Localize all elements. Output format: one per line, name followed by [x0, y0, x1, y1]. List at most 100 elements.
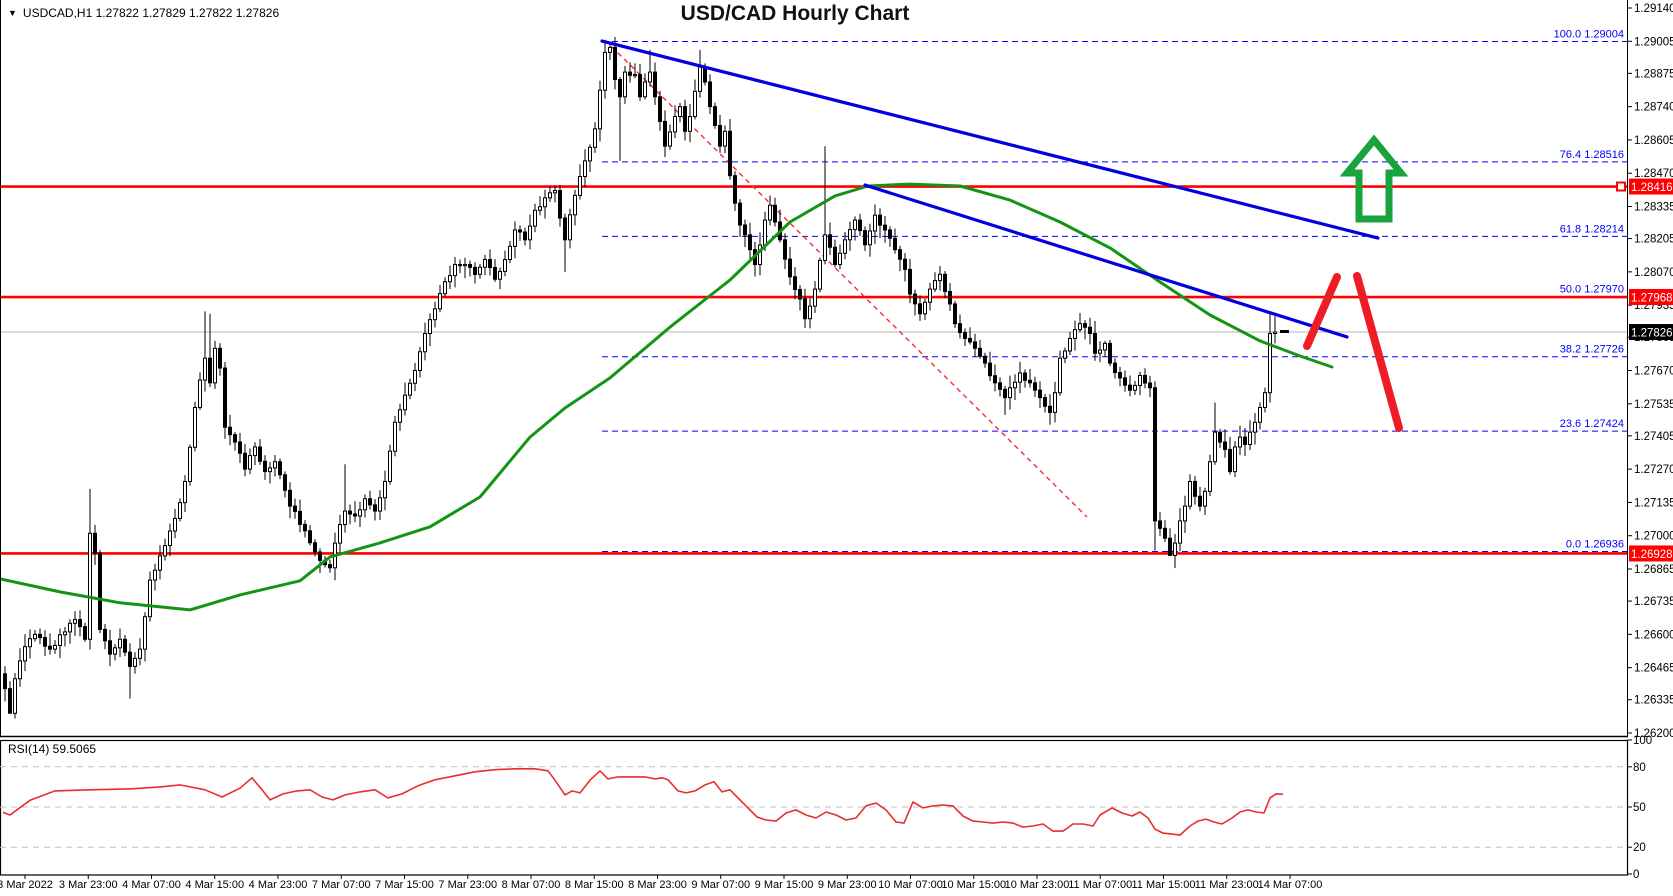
up-arrow-annotation[interactable]	[1339, 134, 1409, 223]
candle-bearish	[218, 347, 222, 369]
rsi-indicator-label: RSI(14) 59.5065	[8, 742, 97, 756]
candle-bullish	[53, 644, 57, 650]
candle-bearish	[958, 323, 962, 334]
candle-bearish	[713, 106, 717, 126]
candle-bullish	[1073, 329, 1077, 339]
candle-bearish	[993, 375, 997, 384]
candle-bullish	[933, 280, 937, 290]
candle-bullish	[33, 633, 37, 640]
candle-bullish	[1098, 349, 1102, 354]
candle-bullish	[598, 89, 602, 130]
candle-bullish	[393, 421, 397, 452]
candle-bearish	[638, 74, 642, 98]
candle-bullish	[1173, 542, 1177, 556]
symbol-ohlc-text: USDCAD,H1 1.27822 1.27829 1.27822 1.2782…	[22, 6, 280, 20]
candle-bearish	[128, 651, 132, 667]
moving-average-line[interactable]	[0, 182, 1334, 612]
candle-bullish	[428, 319, 432, 335]
candle-bullish	[213, 347, 217, 384]
candle-bearish	[1148, 382, 1152, 389]
candle-bearish	[663, 120, 667, 147]
candle-bearish	[1198, 495, 1202, 507]
candle-bearish	[243, 452, 247, 470]
red-drawn-stroke[interactable]	[1353, 272, 1403, 432]
candle-bearish	[263, 460, 267, 473]
candle-bearish	[223, 367, 227, 428]
candle-bullish	[1103, 342, 1107, 351]
candle-bullish	[528, 225, 532, 241]
candle-bullish	[1133, 384, 1137, 391]
candle-bullish	[583, 160, 587, 177]
candle-bullish	[28, 638, 32, 648]
candle-bullish	[423, 333, 427, 353]
candle-bearish	[898, 249, 902, 260]
fib-level-label: 100.0 1.29004	[1554, 29, 1624, 41]
candle-bullish	[1263, 392, 1267, 408]
candle-bullish	[148, 579, 152, 618]
candle-bullish	[1183, 505, 1187, 522]
red-drawn-stroke[interactable]	[1303, 273, 1341, 350]
fib-retracement-layer[interactable]: 100.0 1.29004 76.4 1.28516 61.8 1.28214 50.…	[602, 29, 1627, 553]
candle-bearish	[298, 510, 302, 525]
candle-bullish	[183, 480, 187, 504]
time-axis-label: 4 Mar 23:00	[249, 879, 308, 891]
candle-bearish	[303, 523, 307, 532]
annotations-layer[interactable]	[1280, 134, 1409, 432]
candle-bullish	[1248, 431, 1252, 445]
candle-bullish	[758, 244, 762, 265]
candle-bullish	[1213, 431, 1217, 463]
candle-bearish	[228, 426, 232, 436]
candle-bearish	[628, 71, 632, 76]
price-axis-label: 1.28875	[1634, 68, 1673, 80]
price-axis-label: 1.26200	[1634, 728, 1673, 740]
moving-average-layer	[0, 182, 1334, 612]
candle-bullish	[1068, 337, 1072, 352]
candle-bearish	[238, 441, 242, 454]
candle-bearish	[863, 230, 867, 246]
red-dashed-trend-layer[interactable]	[604, 39, 1088, 518]
hline-axis-marker[interactable]	[1616, 181, 1626, 192]
candle-bullish	[498, 270, 502, 280]
candle-bullish	[643, 81, 647, 98]
candle-bullish	[623, 71, 627, 98]
candle-bearish	[293, 505, 297, 512]
trendlines-layer[interactable]	[600, 39, 1380, 339]
dashed-decline-line[interactable]	[604, 39, 1088, 518]
candle-bearish	[353, 513, 357, 517]
candle-bearish	[83, 626, 87, 640]
candle-bullish	[63, 631, 67, 636]
candle-bearish	[653, 71, 657, 98]
descending-trendline[interactable]	[863, 183, 1349, 339]
candle-bullish	[433, 308, 437, 321]
candle-bearish	[658, 96, 662, 122]
candle-bearish	[1043, 397, 1047, 407]
candle-bullish	[418, 351, 422, 372]
descending-trendline[interactable]	[600, 39, 1380, 240]
price-axis-label: 1.27000	[1634, 531, 1673, 543]
candle-bearish	[1093, 333, 1097, 354]
time-axis-label: 3 Mar 23:00	[59, 879, 118, 891]
time-axis-label: 8 Mar 15:00	[565, 879, 624, 891]
candle-bearish	[728, 130, 732, 177]
candle-bearish	[563, 217, 567, 241]
candle-bearish	[1243, 436, 1247, 445]
price-badge	[1629, 289, 1673, 306]
price-axis-label: 1.27670	[1634, 366, 1673, 378]
candle-bearish	[1038, 389, 1042, 399]
symbol-dropdown-icon[interactable]: ▼	[8, 8, 17, 18]
candle-bearish	[828, 234, 832, 248]
candle-bearish	[1033, 382, 1037, 391]
candle-bullish	[1233, 446, 1237, 473]
price-badge	[1629, 545, 1673, 562]
candle-bullish	[453, 263, 457, 277]
candle-bullish	[378, 497, 382, 512]
candle-bearish	[1003, 388, 1007, 399]
candle-bullish	[478, 266, 482, 275]
candle-bearish	[348, 510, 352, 515]
candle-bearish	[78, 619, 82, 628]
candle-bullish	[553, 189, 557, 194]
candle-bearish	[1218, 431, 1222, 443]
rsi-line	[2, 767, 1284, 836]
candle-bullish	[588, 146, 592, 162]
